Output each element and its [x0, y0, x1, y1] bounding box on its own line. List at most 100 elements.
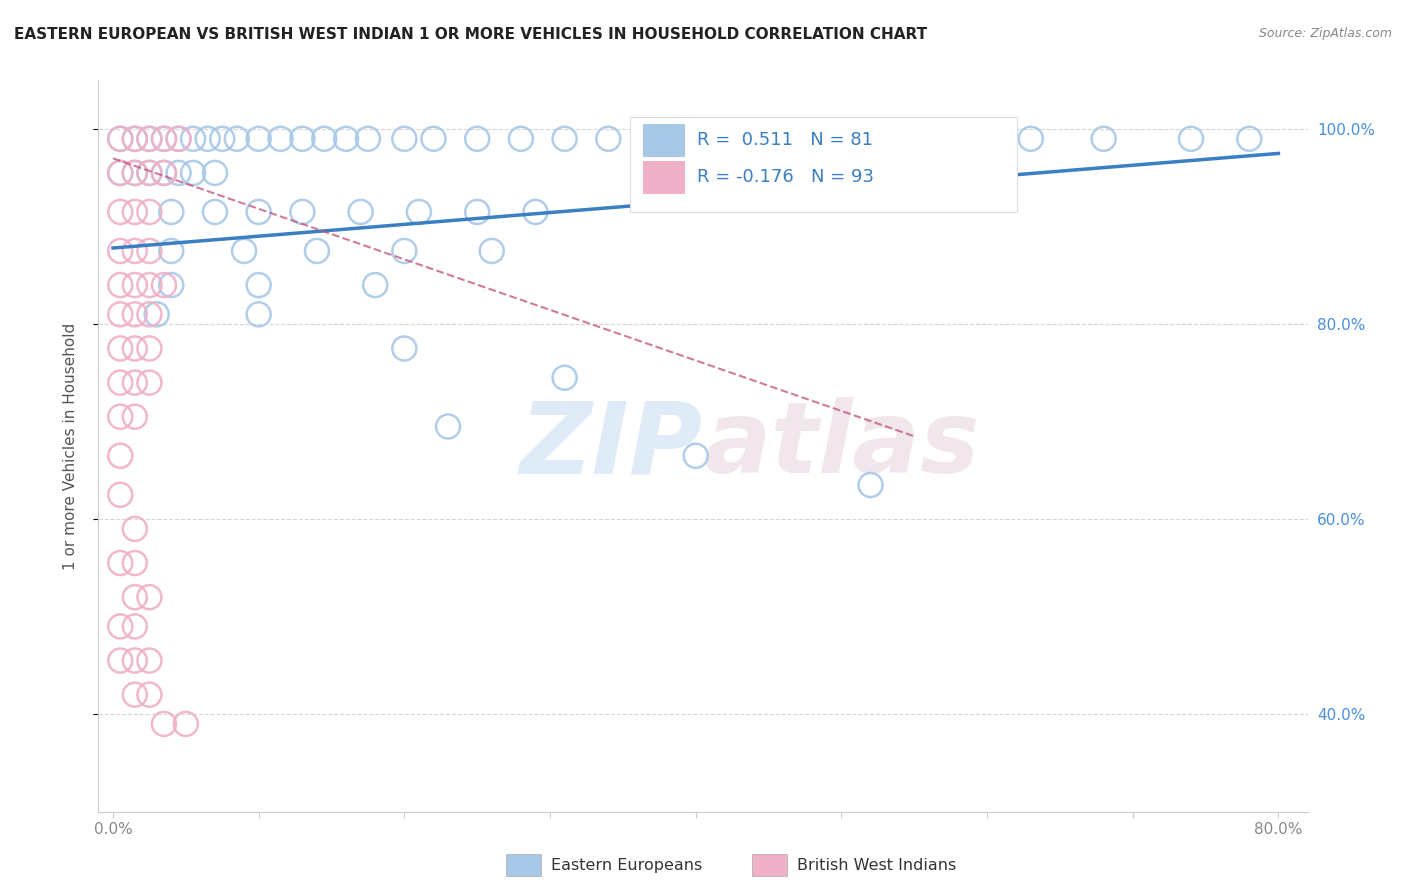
- Point: [247, 132, 270, 146]
- Point: [110, 307, 132, 321]
- Point: [394, 342, 416, 356]
- Point: [124, 522, 146, 536]
- Point: [138, 278, 160, 293]
- Point: [211, 132, 233, 146]
- Point: [124, 307, 146, 321]
- Point: [124, 556, 146, 570]
- Point: [174, 717, 197, 731]
- Point: [291, 205, 314, 219]
- Point: [598, 132, 620, 146]
- Point: [138, 342, 160, 356]
- Point: [1180, 132, 1202, 146]
- Point: [167, 132, 190, 146]
- Point: [110, 132, 132, 146]
- Point: [153, 717, 176, 731]
- Point: [124, 619, 146, 633]
- Point: [554, 370, 576, 384]
- Point: [465, 132, 488, 146]
- Point: [181, 132, 204, 146]
- Point: [197, 132, 219, 146]
- Y-axis label: 1 or more Vehicles in Household: 1 or more Vehicles in Household: [63, 322, 77, 570]
- Point: [124, 688, 146, 702]
- Point: [364, 278, 387, 293]
- Point: [204, 166, 226, 180]
- Point: [465, 205, 488, 219]
- Point: [110, 376, 132, 390]
- Point: [167, 132, 190, 146]
- Point: [124, 278, 146, 293]
- Point: [138, 132, 160, 146]
- Point: [167, 166, 190, 180]
- Point: [437, 419, 460, 434]
- Point: [138, 688, 160, 702]
- Point: [247, 278, 270, 293]
- Point: [685, 449, 707, 463]
- Point: [946, 132, 969, 146]
- Bar: [643, 161, 685, 194]
- Point: [138, 376, 160, 390]
- Text: R = -0.176   N = 93: R = -0.176 N = 93: [697, 168, 875, 186]
- Point: [509, 132, 531, 146]
- Point: [124, 654, 146, 668]
- Point: [110, 556, 132, 570]
- Point: [685, 132, 707, 146]
- Point: [357, 132, 380, 146]
- Point: [124, 244, 146, 258]
- Point: [124, 590, 146, 604]
- Point: [554, 132, 576, 146]
- Point: [204, 205, 226, 219]
- Point: [335, 132, 357, 146]
- Point: [138, 166, 160, 180]
- Point: [350, 205, 373, 219]
- Point: [160, 205, 183, 219]
- Point: [110, 409, 132, 424]
- Point: [110, 166, 132, 180]
- Point: [153, 132, 176, 146]
- Point: [138, 205, 160, 219]
- Point: [153, 132, 176, 146]
- Point: [138, 307, 160, 321]
- Point: [481, 244, 503, 258]
- Point: [110, 654, 132, 668]
- Point: [124, 166, 146, 180]
- Bar: [643, 124, 685, 157]
- Point: [524, 205, 547, 219]
- Point: [181, 166, 204, 180]
- Point: [124, 205, 146, 219]
- Point: [314, 132, 336, 146]
- Text: atlas: atlas: [703, 398, 980, 494]
- Point: [815, 132, 838, 146]
- Point: [422, 132, 444, 146]
- Point: [247, 307, 270, 321]
- Text: ZIP: ZIP: [520, 398, 703, 494]
- Point: [859, 132, 882, 146]
- Point: [110, 342, 132, 356]
- Point: [124, 409, 146, 424]
- Text: Source: ZipAtlas.com: Source: ZipAtlas.com: [1258, 27, 1392, 40]
- Point: [153, 166, 176, 180]
- Point: [110, 619, 132, 633]
- Point: [728, 132, 751, 146]
- Point: [124, 132, 146, 146]
- Point: [110, 244, 132, 258]
- Point: [110, 205, 132, 219]
- Bar: [630, 117, 1018, 212]
- Point: [124, 132, 146, 146]
- Point: [1239, 132, 1261, 146]
- Point: [225, 132, 247, 146]
- Point: [291, 132, 314, 146]
- Point: [1019, 132, 1042, 146]
- Point: [408, 205, 430, 219]
- Point: [110, 488, 132, 502]
- Point: [394, 244, 416, 258]
- Point: [160, 244, 183, 258]
- Text: Eastern Europeans: Eastern Europeans: [551, 858, 703, 872]
- Point: [110, 278, 132, 293]
- Point: [110, 449, 132, 463]
- Point: [270, 132, 292, 146]
- Point: [138, 244, 160, 258]
- Point: [124, 376, 146, 390]
- Text: R =  0.511   N = 81: R = 0.511 N = 81: [697, 131, 873, 149]
- Point: [153, 166, 176, 180]
- Point: [145, 307, 167, 321]
